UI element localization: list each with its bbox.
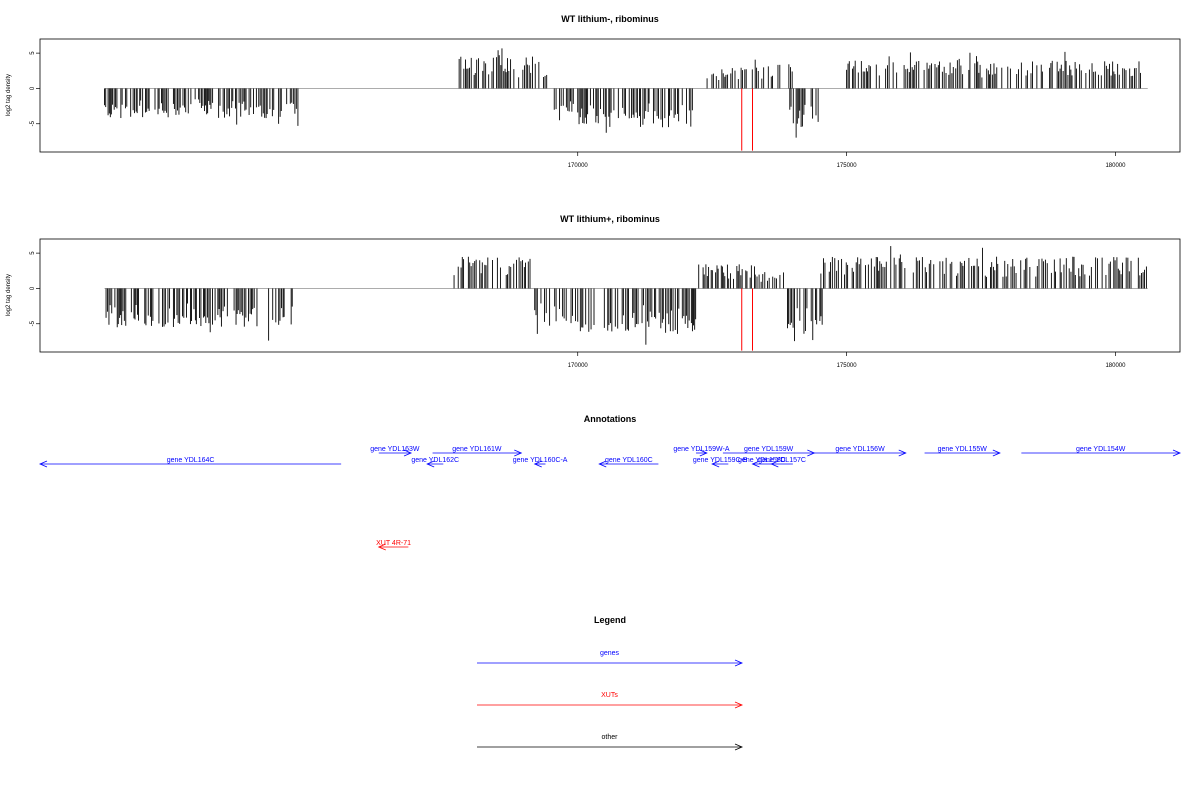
annotation-feature: gene YDL164C xyxy=(38,457,342,468)
annotation-feature: gene YDL159C-B xyxy=(693,457,748,468)
annotations-title: Annotations xyxy=(584,414,637,424)
annotation-feature: gene YDL159W-A xyxy=(673,446,730,457)
legend-item-gene: genes xyxy=(477,650,744,667)
y-axis-label: log2 tag density xyxy=(6,274,12,316)
legend-label: XUTs xyxy=(601,692,618,699)
feature-label: gene YDL162C xyxy=(411,457,459,464)
legend-label: genes xyxy=(600,650,620,657)
annotation-feature: gene YDL161W xyxy=(432,446,523,457)
y-tick-label: 0 xyxy=(30,286,36,290)
arrowhead-icon xyxy=(734,701,744,709)
feature-label: XUT 4R-71 xyxy=(376,540,411,547)
annotation-feature: gene YDL160C xyxy=(598,457,659,468)
annotation-feature: gene YDL155W xyxy=(924,446,1001,457)
axes: -5 0 5 170000 175000 180000 xyxy=(30,251,1126,369)
arrowhead-icon xyxy=(992,449,1001,457)
annotation-feature: gene YDL158C xyxy=(738,457,786,468)
annotation-feature: gene YDL163W xyxy=(370,446,420,457)
y-tick-label: 0 xyxy=(30,86,36,90)
axes: -5 0 5 170000 175000 180000 xyxy=(30,51,1126,169)
plot-frame xyxy=(39,38,1181,153)
arrowhead-icon xyxy=(38,460,48,468)
arrowhead-icon xyxy=(426,460,435,468)
x-tick-label: 175000 xyxy=(837,363,858,369)
y-tick-label: 5 xyxy=(30,251,36,255)
x-tick-label: 170000 xyxy=(568,163,589,169)
arrowhead-icon xyxy=(751,460,760,468)
feature-label: gene YDL157C xyxy=(758,457,806,464)
density-bars xyxy=(104,246,1148,351)
arrowhead-icon xyxy=(1172,449,1182,457)
y-tick-label: 5 xyxy=(30,51,36,55)
x-tick-label: 170000 xyxy=(568,363,589,369)
x-tick-label: 175000 xyxy=(837,163,858,169)
feature-label: gene YDL159W xyxy=(744,446,794,453)
arrowhead-icon xyxy=(377,543,386,551)
legend-items: genes XUTs other xyxy=(477,650,744,751)
arrowhead-icon xyxy=(533,460,542,468)
annotation-feature: gene YDL162C xyxy=(411,457,459,468)
track-panel-lithium-minus: WT lithium-, ribominus log2 tag density … xyxy=(6,14,1181,169)
arrowhead-icon xyxy=(770,460,779,468)
feature-label: gene YDL154W xyxy=(1076,446,1126,453)
y-axis-label: log2 tag density xyxy=(6,74,12,116)
feature-label: gene YDL159C-B xyxy=(693,457,748,464)
legend-label: other xyxy=(602,734,619,741)
y-tick-label: -5 xyxy=(30,120,36,126)
annotation-feature: gene YDL160C-A xyxy=(513,457,568,468)
arrowhead-icon xyxy=(734,659,744,667)
legend-item-other: other xyxy=(477,734,744,751)
feature-label: gene YDL163W xyxy=(370,446,420,453)
annotation-feature: gene YDL154W xyxy=(1021,446,1182,457)
annotation-feature: gene YDL156W xyxy=(814,446,907,457)
density-bars xyxy=(104,48,1148,151)
feature-label: gene YDL155W xyxy=(938,446,988,453)
feature-label: gene YDL160C xyxy=(605,457,653,464)
arrowhead-icon xyxy=(403,449,413,457)
legend-item-xut: XUTs xyxy=(477,692,744,709)
annotation-features: gene YDL164C gene YDL163W gene YDL162C gene… xyxy=(38,446,1182,551)
x-tick-label: 180000 xyxy=(1105,163,1126,169)
annotation-feature: XUT 4R-71 xyxy=(376,540,411,551)
feature-label: gene YDL158C xyxy=(738,457,786,464)
annotation-feature: gene YDL159W xyxy=(722,446,816,457)
panel-title: WT lithium+, ribominus xyxy=(560,214,660,224)
arrowhead-icon xyxy=(898,449,907,457)
arrowhead-icon xyxy=(514,449,523,457)
arrowhead-icon xyxy=(734,743,744,751)
legend-title: Legend xyxy=(594,615,626,625)
track-panel-lithium-plus: WT lithium+, ribominus log2 tag density … xyxy=(6,214,1181,369)
feature-label: gene YDL156W xyxy=(835,446,885,453)
feature-label: gene YDL160C-A xyxy=(513,457,568,464)
panel-title: WT lithium-, ribominus xyxy=(561,14,659,24)
arrowhead-icon xyxy=(699,449,708,457)
arrowhead-icon xyxy=(711,460,720,468)
y-tick-label: -5 xyxy=(30,320,36,326)
feature-label: gene YDL159W-A xyxy=(673,446,729,453)
legend: Legend genes XUTs other xyxy=(477,615,744,751)
annotation-feature: gene YDL157C xyxy=(758,457,806,468)
plot-frame xyxy=(39,238,1181,353)
feature-label: gene YDL164C xyxy=(167,457,215,464)
arrowhead-icon xyxy=(598,460,607,468)
feature-label: gene YDL161W xyxy=(452,446,502,453)
x-tick-label: 180000 xyxy=(1105,363,1126,369)
